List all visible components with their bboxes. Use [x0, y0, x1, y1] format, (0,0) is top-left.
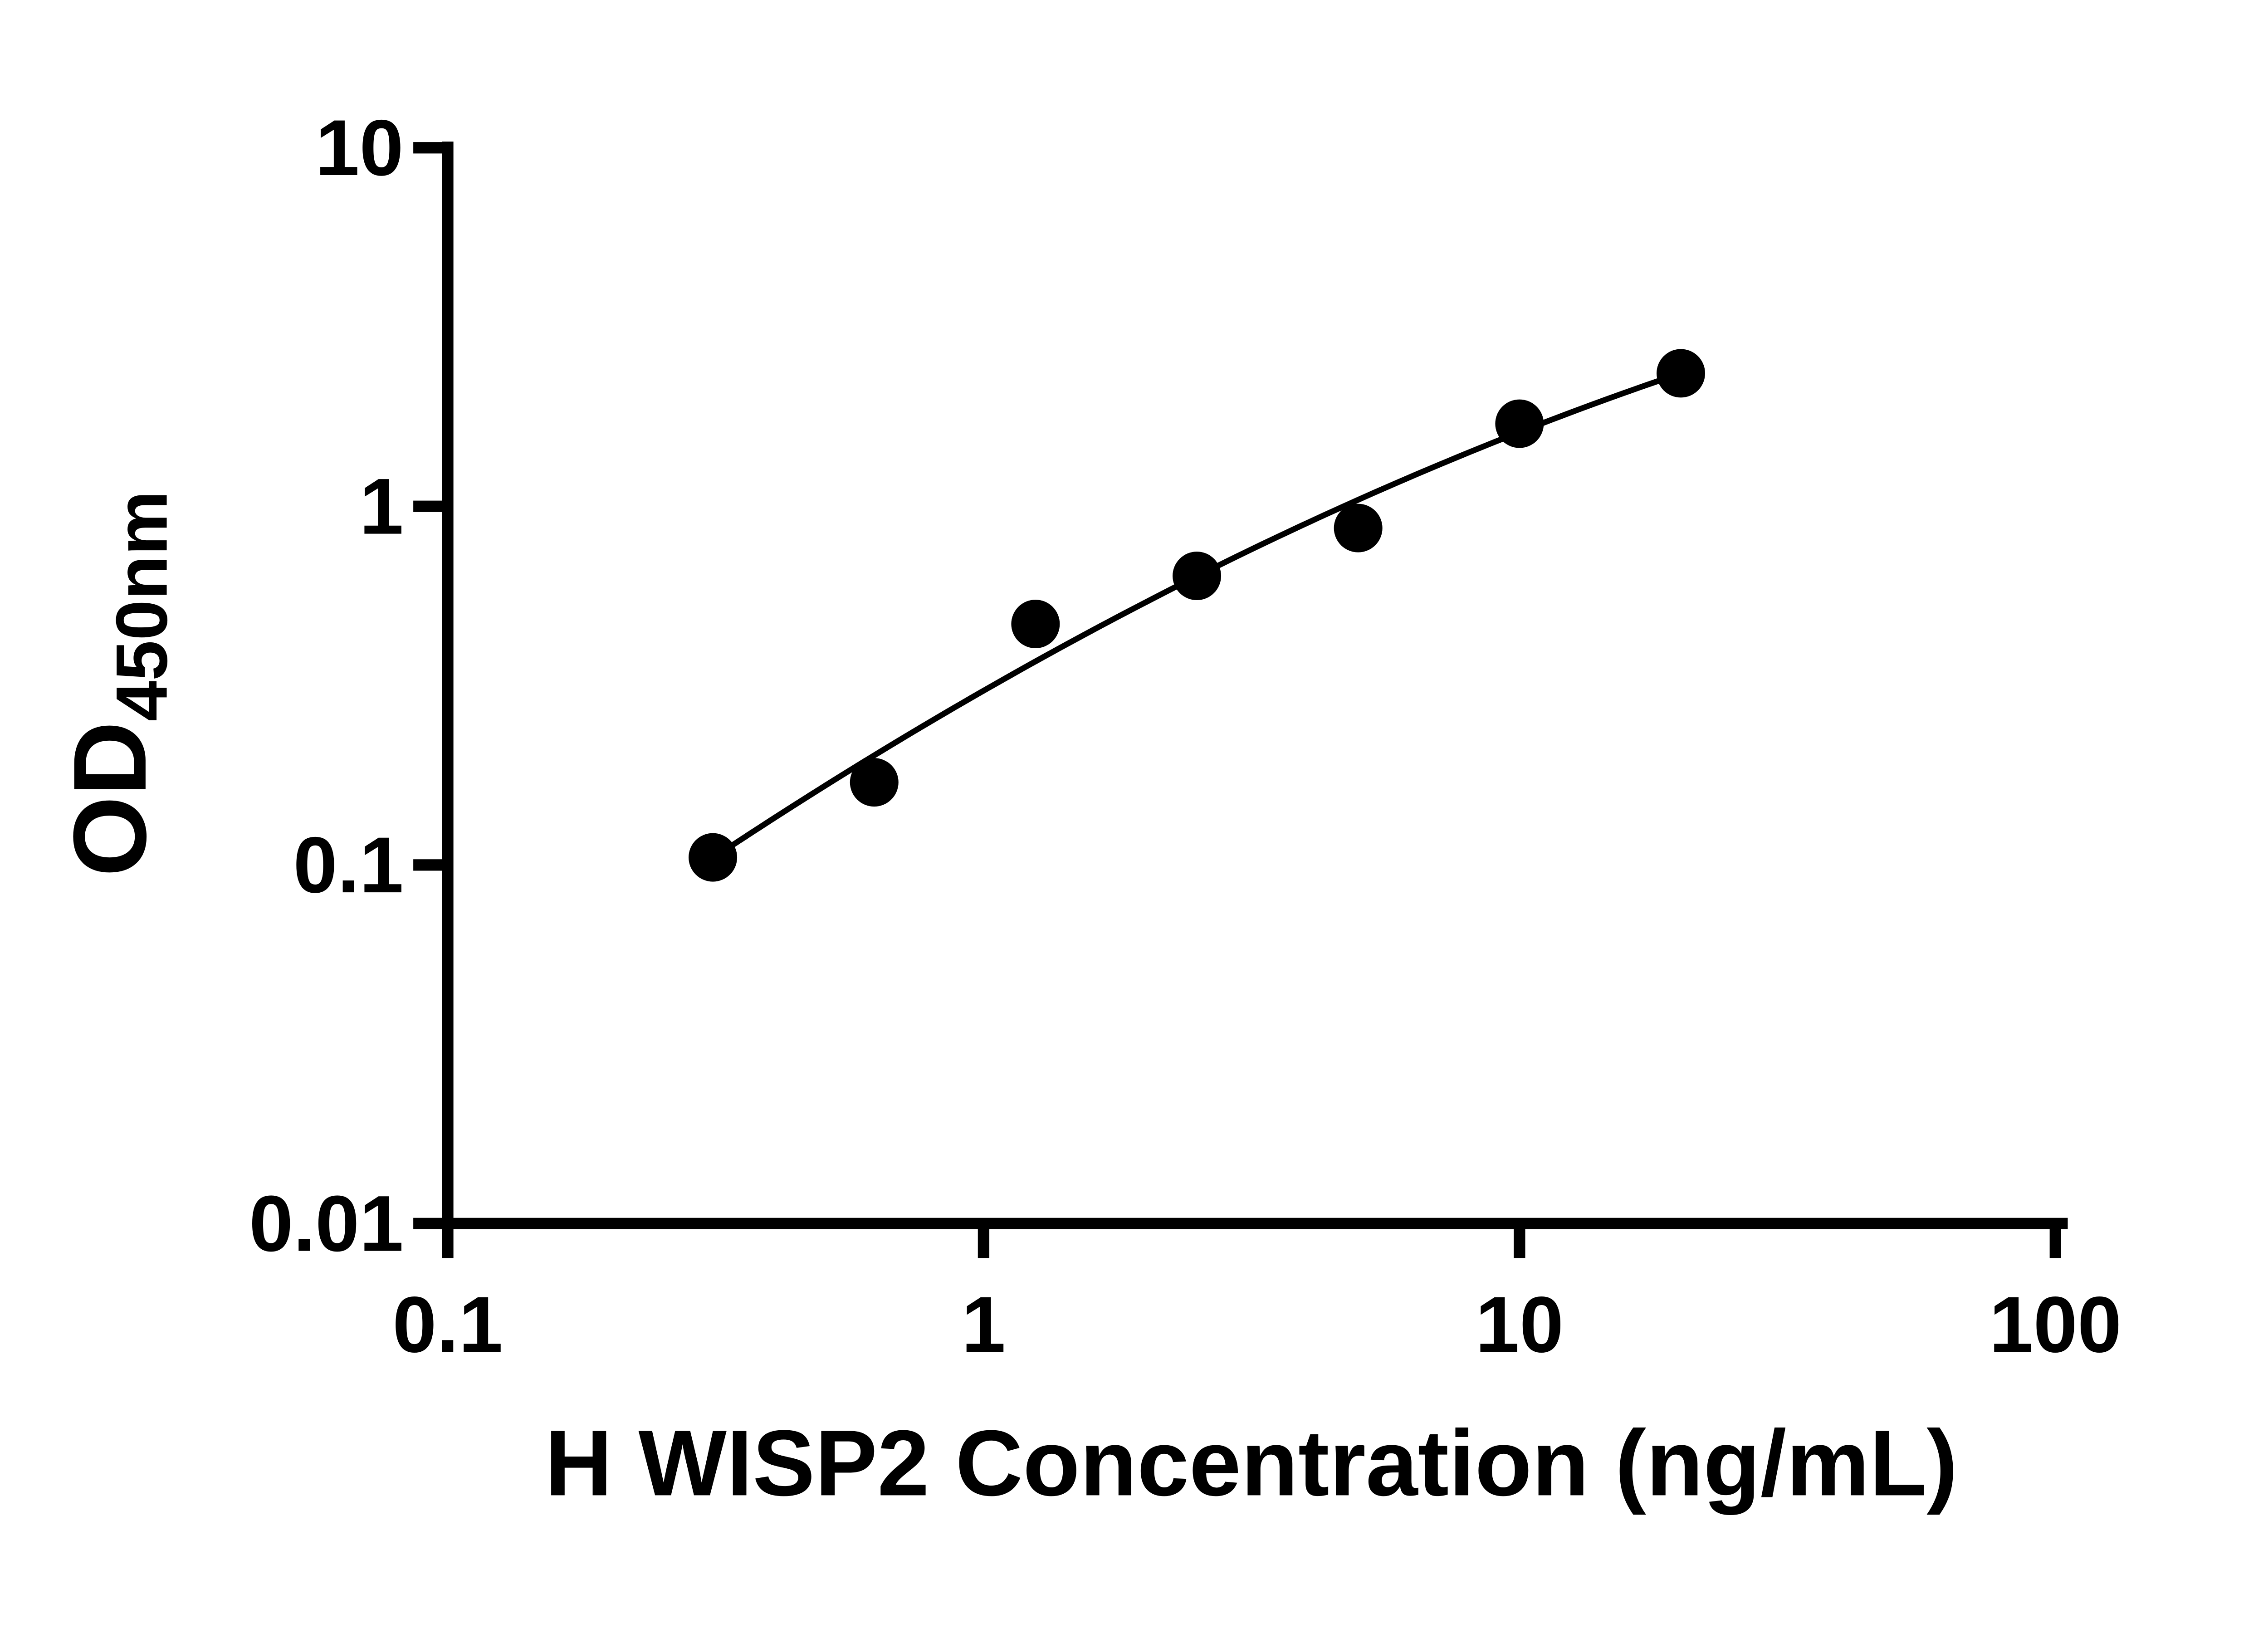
data-point: [1495, 399, 1544, 448]
data-point: [689, 833, 738, 882]
x-tick-label: 10: [1476, 1281, 1564, 1369]
y-axis-title-main: OD: [52, 721, 168, 877]
data-point: [1011, 600, 1060, 649]
y-axis-title: OD450nm: [52, 491, 182, 877]
data-point: [1334, 504, 1383, 552]
standard-curve-chart: 0.1 1 10 100 0.01 0.1 1 10 H WISP2 Concentratio…: [52, 104, 2122, 1516]
y-tick-label: 10: [315, 104, 404, 192]
data-point: [1173, 552, 1222, 601]
axis-tick-labels: 0.1 1 10 100 0.01 0.1 1 10: [249, 104, 2121, 1369]
y-tick-label: 1: [359, 463, 403, 551]
data-point: [850, 758, 899, 807]
axis-frame: [442, 142, 2068, 1230]
x-tick-label: 100: [1989, 1281, 2121, 1369]
elisa-standard-curve-figure: 0.1 1 10 100 0.01 0.1 1 10 H WISP2 Concentratio…: [52, 104, 2122, 1516]
x-axis-title: H WISP2 Concentration (ng/mL): [545, 1410, 1958, 1515]
y-axis-title-subscript: 450nm: [101, 491, 182, 721]
x-tick-label: 0.1: [392, 1281, 503, 1369]
x-tick-label: 1: [962, 1281, 1006, 1369]
y-tick-label: 0.1: [293, 821, 403, 909]
axes: [442, 142, 2068, 1230]
data-points: [689, 349, 1706, 882]
axis-ticks: [413, 142, 2061, 1258]
y-tick-label: 0.01: [249, 1180, 404, 1268]
data-point: [1657, 349, 1706, 398]
